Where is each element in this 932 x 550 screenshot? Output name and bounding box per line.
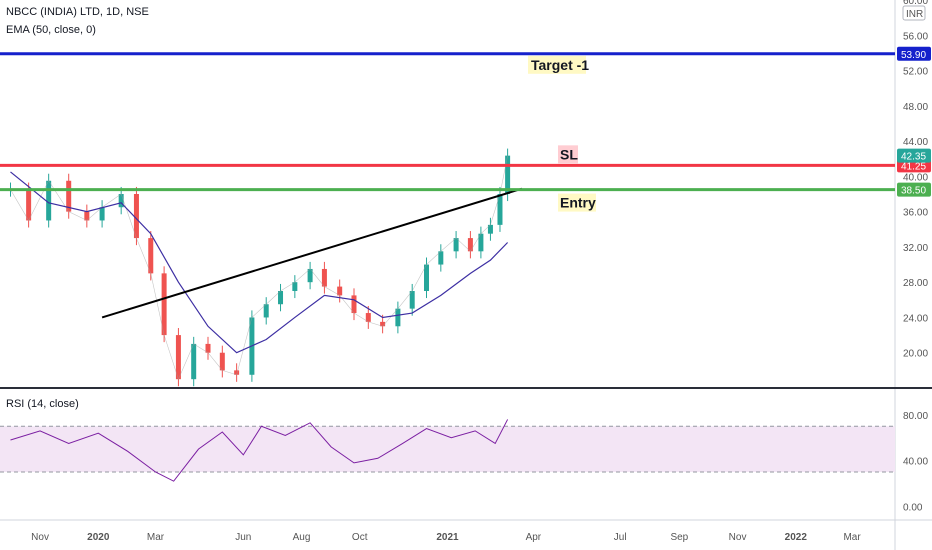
price-tick-label: 48.00 [903, 102, 928, 113]
candle-body [118, 194, 124, 208]
price-tick-label: 36.00 [903, 208, 928, 219]
candle-body [321, 268, 327, 287]
rsi-tick-label: 80.00 [903, 411, 928, 422]
time-tick-label: Jun [235, 532, 251, 543]
candle-body [84, 211, 90, 221]
candle-body [278, 291, 284, 305]
rsi-tick-label: 0.00 [903, 502, 923, 513]
candle-body [497, 194, 503, 225]
candle-body [351, 295, 357, 314]
candle-body [148, 238, 154, 274]
time-tick-label: Nov [31, 532, 49, 543]
price-tick-label: 24.00 [903, 313, 928, 324]
time-tick-label: Nov [729, 532, 747, 543]
price-tick-label: 56.00 [903, 31, 928, 42]
time-tick-label: Aug [293, 532, 311, 543]
candle-body [263, 304, 269, 318]
price-tick-label: 40.00 [903, 172, 928, 183]
ema-line [10, 171, 509, 354]
time-tick-label: Sep [670, 532, 688, 543]
time-tick-label: Oct [352, 532, 368, 543]
candle-body [205, 343, 211, 353]
candle-body [478, 233, 484, 252]
time-tick-label: Mar [147, 532, 165, 543]
candle-body [505, 155, 511, 194]
rsi-band [0, 426, 895, 472]
sl-label: SL [560, 146, 578, 162]
price-tick-label: 52.00 [903, 67, 928, 78]
time-tick-label: Jul [614, 532, 627, 543]
candle-body [219, 352, 225, 371]
candle-body [161, 273, 167, 336]
candle-body [292, 282, 298, 291]
candle-body [26, 189, 32, 221]
price-tick-label: 28.00 [903, 278, 928, 289]
candle-body [66, 180, 72, 212]
level-price-tag [897, 46, 931, 61]
level-price-tag-label: 38.50 [901, 186, 926, 197]
candle-body [380, 321, 386, 327]
ema-legend: EMA (50, close, 0) [6, 24, 96, 36]
candle-body [467, 238, 473, 252]
trendline [101, 187, 523, 319]
candle-body [424, 264, 430, 291]
candle-body [487, 224, 493, 234]
time-tick-label: 2021 [436, 532, 459, 543]
candle-body [395, 308, 401, 327]
candle-body [337, 286, 343, 296]
entry-label-bg [558, 193, 596, 212]
currency-label: INR [906, 9, 923, 20]
price-tick-label: 20.00 [903, 349, 928, 360]
target-label-bg [528, 55, 586, 74]
price-line [10, 155, 508, 381]
rsi-tick-label: 40.00 [903, 457, 928, 468]
candle-body [409, 291, 415, 309]
rsi-legend: RSI (14, close) [6, 398, 79, 410]
candle-body [99, 207, 105, 221]
entry-label: Entry [560, 195, 596, 211]
level-price-tag-label: 53.90 [901, 50, 926, 61]
time-tick-label: 2022 [785, 532, 808, 543]
price-tick-label: 44.00 [903, 137, 928, 148]
sl-label-bg [558, 145, 578, 164]
price-tick-label: 32.00 [903, 243, 928, 254]
target-label: Target -1 [531, 57, 589, 73]
time-tick-label: Mar [843, 532, 861, 543]
current-price-tag-label: 42.35 [901, 152, 926, 163]
candle-body [438, 251, 444, 265]
rsi-line [10, 419, 509, 482]
currency-badge [902, 5, 926, 21]
candle-body [307, 268, 313, 283]
candle-body [453, 238, 459, 252]
time-tick-label: 2020 [87, 532, 110, 543]
candle-body [234, 370, 240, 375]
candle-body [46, 180, 52, 221]
level-price-tag [897, 182, 931, 197]
candle-body [191, 343, 197, 380]
chart-title: NBCC (INDIA) LTD, 1D, NSE [6, 6, 149, 18]
time-tick-label: Apr [526, 532, 542, 543]
candle-body [175, 335, 181, 380]
current-price-tag [897, 148, 931, 163]
level-price-tag-label: 41.25 [901, 161, 926, 172]
candle-body [133, 194, 139, 239]
candle-body [365, 313, 371, 322]
price-tick-label: 60.00 [903, 0, 928, 7]
